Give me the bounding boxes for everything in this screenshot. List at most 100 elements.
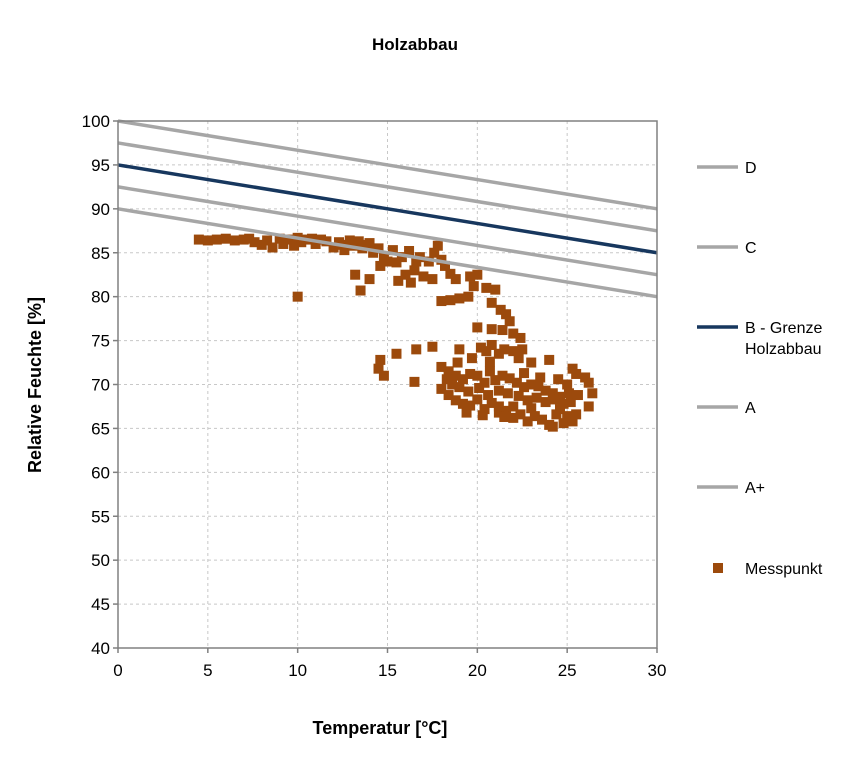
legend-label: A+ (745, 480, 765, 497)
scatter-point (404, 245, 415, 256)
scatter-point (479, 377, 490, 388)
legend-label: Messpunkt (745, 561, 823, 578)
scatter-point (220, 233, 231, 244)
chart-title: Holzabbau (372, 35, 458, 54)
scatter-point (519, 368, 530, 379)
scatter-point (328, 242, 339, 253)
scatter-point (522, 416, 533, 427)
scatter-point (567, 363, 578, 374)
scatter-point (465, 368, 476, 379)
scatter-point (587, 388, 598, 399)
scatter-point (474, 383, 485, 394)
scatter-point (572, 390, 583, 401)
scatter-point (571, 409, 582, 420)
scatter-point (283, 234, 294, 245)
scatter-point (436, 361, 447, 372)
scatter-point (267, 242, 278, 253)
legend-label: A (745, 400, 756, 417)
scatter-point (571, 368, 582, 379)
scatter-point (486, 297, 497, 308)
scatter-point (396, 252, 407, 263)
scatter-point (409, 376, 420, 387)
scatter-point (508, 412, 519, 423)
scatter-point (493, 385, 504, 396)
scatter-point (256, 239, 267, 250)
scatter-point (490, 375, 501, 386)
scatter-point (472, 370, 483, 381)
scatter-point (472, 322, 483, 333)
scatter-point (472, 394, 483, 405)
scatter-point (558, 398, 569, 409)
y-tick-label: 70 (91, 376, 110, 395)
scatter-point (262, 235, 273, 246)
scatter-point (533, 381, 544, 392)
scatter-point (526, 379, 537, 390)
y-tick-label: 45 (91, 595, 110, 614)
scatter-point (350, 269, 361, 280)
scatter-point (432, 240, 443, 251)
scatter-point (378, 370, 389, 381)
scatter-point (457, 374, 468, 385)
axis-ticks: 0 5 10 15 20 25 30 40 45 50 55 60 65 70 75 80 85 90 95 100 (82, 112, 667, 680)
scatter-point (375, 354, 386, 365)
scatter-point (391, 348, 402, 359)
scatter-point (418, 271, 429, 282)
scatter-point (508, 401, 519, 412)
scatter-point (497, 370, 508, 381)
scatter-point (450, 395, 461, 406)
scatter-point (562, 379, 573, 390)
scatter-point (452, 357, 463, 368)
scatter-point (445, 268, 456, 279)
scatter-point (508, 328, 519, 339)
plot-area (117, 119, 658, 432)
x-tick-label: 30 (648, 661, 667, 680)
scatter-point (463, 291, 474, 302)
scatter-point (562, 411, 573, 422)
scatter-point (249, 237, 260, 248)
scatter-point (583, 401, 594, 412)
scatter-point (439, 260, 450, 271)
y-tick-label: 65 (91, 419, 110, 438)
scatter-point (551, 409, 562, 420)
scatter-point (274, 233, 285, 244)
scatter-point (427, 341, 438, 352)
scatter-point (493, 348, 504, 359)
scatter-point (445, 295, 456, 306)
y-tick-label: 90 (91, 200, 110, 219)
scatter-point (519, 382, 530, 393)
legend-label: B - Grenze Holzabbau (745, 320, 822, 358)
scatter-point (454, 382, 465, 393)
scatter-point (495, 304, 506, 315)
scatter-point (229, 235, 240, 246)
scatter-point (481, 282, 492, 293)
scatter-point (477, 410, 488, 421)
y-tick-label: 100 (82, 112, 110, 131)
scatter-point (278, 238, 289, 249)
scatter-point (353, 236, 364, 247)
scatter-point (466, 353, 477, 364)
y-tick-label: 95 (91, 156, 110, 175)
scatter-point (443, 366, 454, 377)
scatter-point (544, 354, 555, 365)
scatter-point (244, 233, 255, 244)
scatter-point (540, 385, 551, 396)
scatter-point (563, 388, 574, 399)
legend-label: C (745, 240, 757, 257)
x-tick-label: 25 (558, 661, 577, 680)
scatter-point (540, 397, 551, 408)
scatter-point (517, 344, 528, 355)
y-tick-label: 40 (91, 639, 110, 658)
scatter-point (554, 391, 565, 402)
scatter-point (537, 414, 548, 425)
scatter-point (497, 325, 508, 336)
y-tick-label: 50 (91, 551, 110, 570)
y-tick-label: 75 (91, 332, 110, 351)
scatter-point (344, 235, 355, 246)
scatter-point (501, 309, 512, 320)
scatter-point (289, 240, 300, 251)
scatter-point (565, 397, 576, 408)
scatter-point (441, 374, 452, 385)
scatter-point (447, 379, 458, 390)
scatter-point (296, 237, 307, 248)
scatter-point (364, 274, 375, 285)
